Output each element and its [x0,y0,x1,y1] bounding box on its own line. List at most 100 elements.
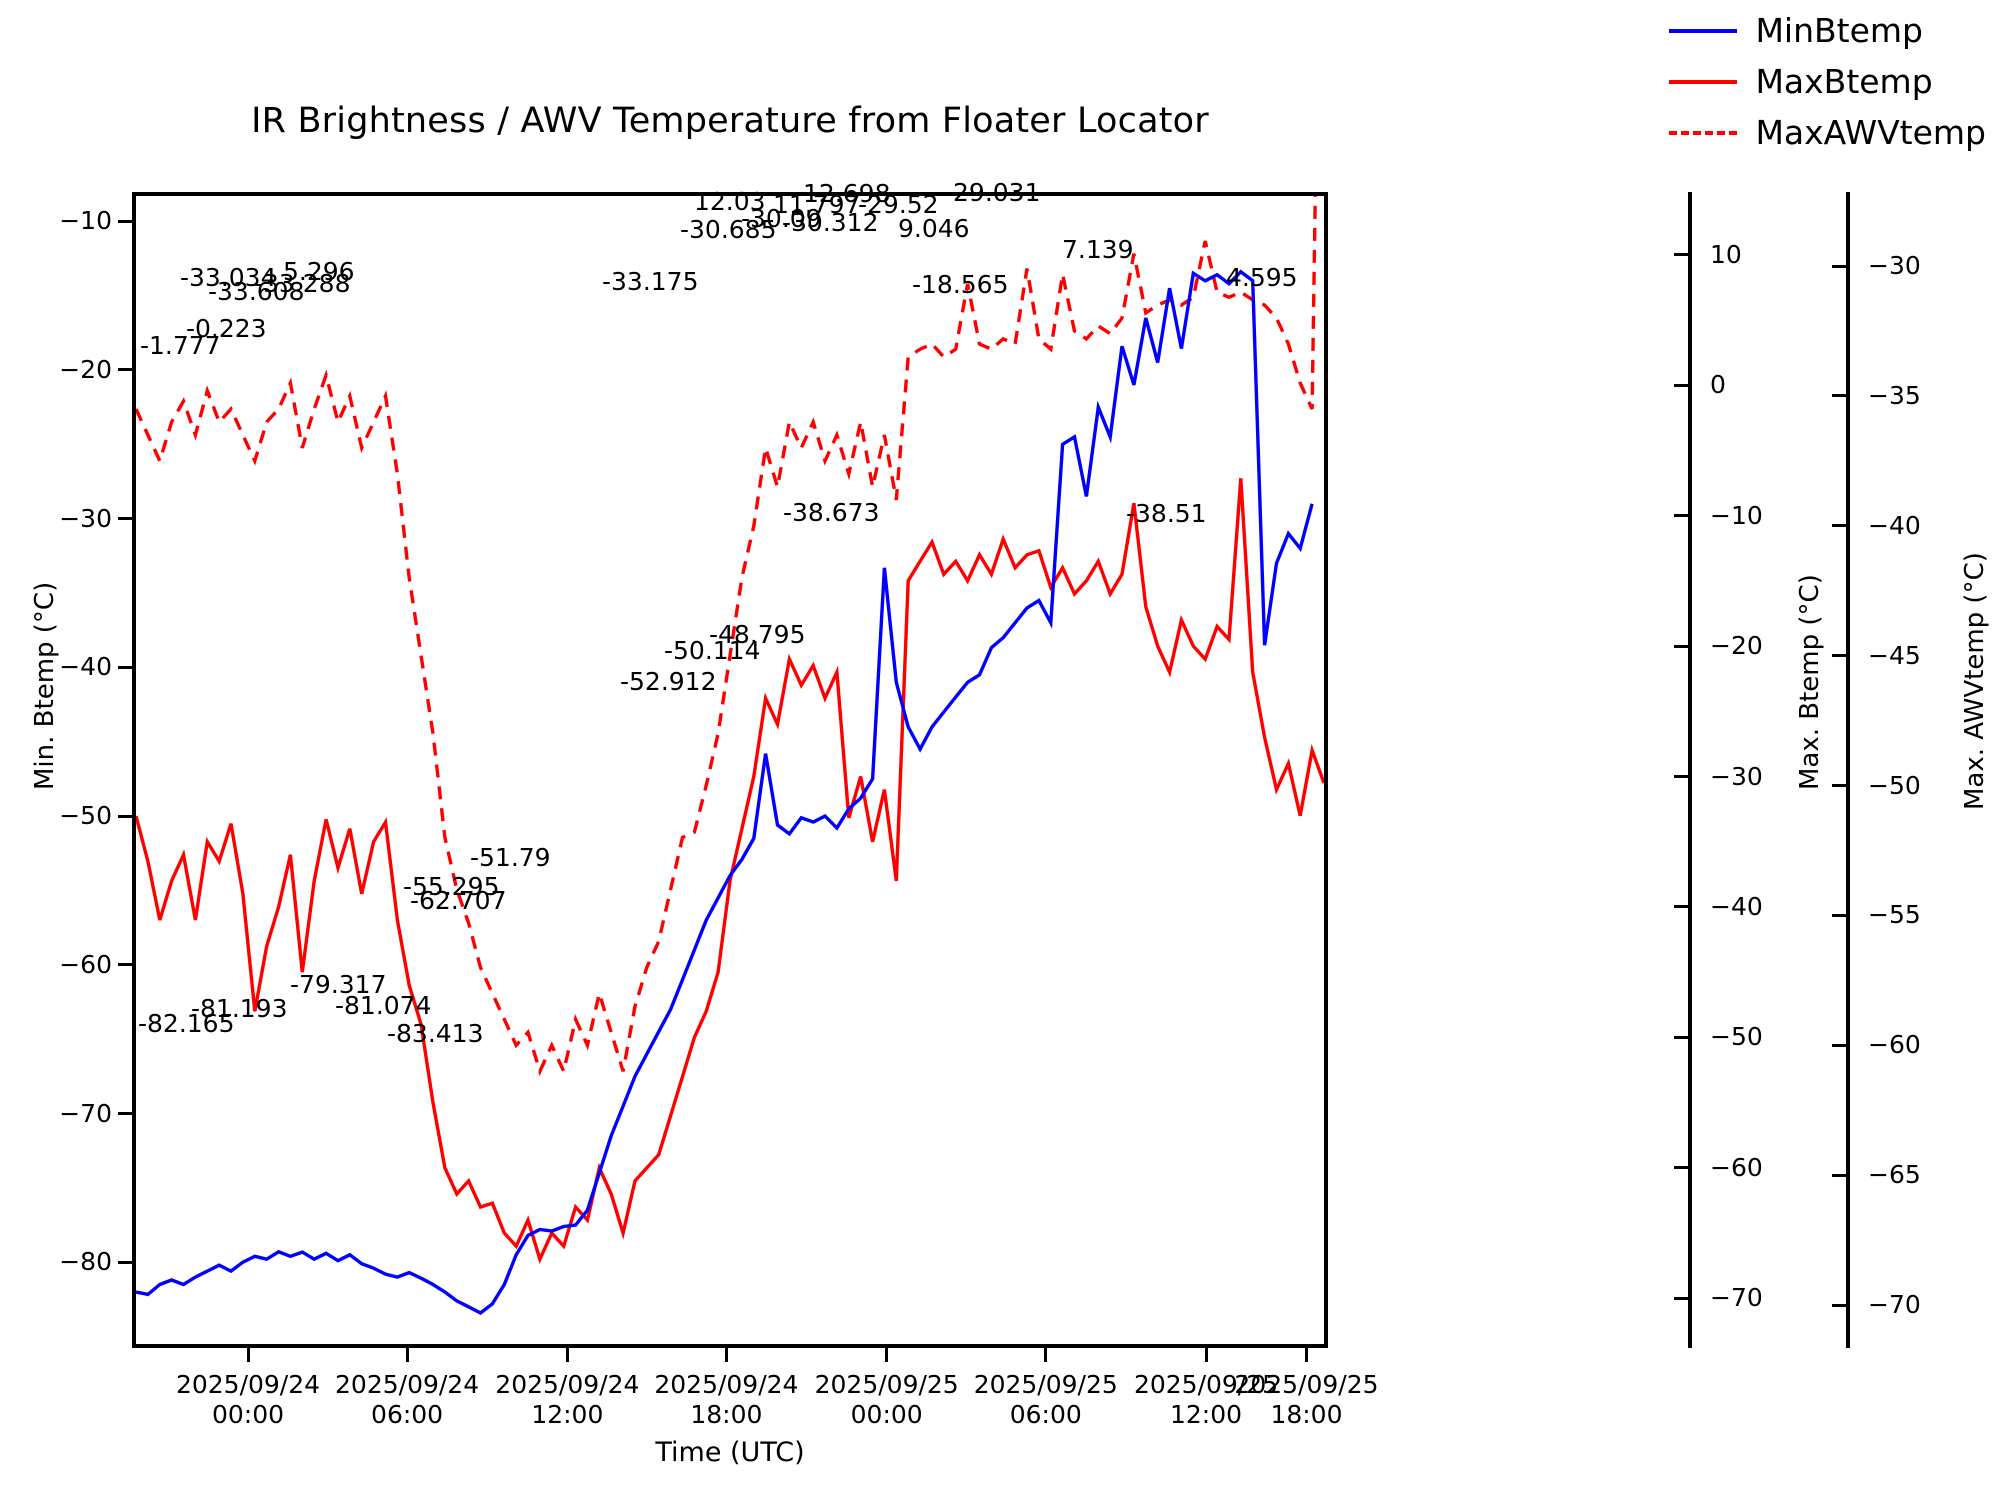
y-left-tick-label: −40 [59,652,112,682]
x-tick-label: 2025/09/24 00:00 [138,1370,358,1430]
data-point-annotation: 11.797 [773,190,861,219]
x-tickmark [885,1348,889,1362]
x-tick-time: 12:00 [531,1400,604,1429]
legend-label-minbtemp: MinBtemp [1755,11,1923,50]
y-left-tick-label: −50 [59,801,112,831]
y-left-tick-label: −80 [59,1247,112,1277]
y-right1-tick-label: 10 [1710,239,1742,269]
chart-legend: MinBtemp MaxBtemp MaxAWVtemp [1669,14,1986,149]
data-point-annotation: 12.03 [694,187,766,216]
y-right2-tickmark [1832,654,1846,658]
data-point-annotation: -62.707 [410,886,507,915]
series-maxbtemp-path [136,478,1324,1264]
y-left-tickmark [118,1112,132,1115]
legend-label-maxawvtemp: MaxAWVtemp [1755,113,1986,152]
data-point-annotation: -0.223 [186,314,267,343]
y-right2-tickmark [1832,784,1846,788]
series-canvas [136,196,1324,1316]
data-point-annotation: -38.51 [1126,499,1207,528]
y-right2-tickmark [1832,1303,1846,1307]
chart-title: IR Brightness / AWV Temperature from Flo… [251,101,1209,141]
data-point-annotation: -79.317 [290,970,387,999]
y-left-tickmark [118,814,132,818]
x-tick-time: 00:00 [211,1400,285,1429]
legend-item-maxbtemp[interactable]: MaxBtemp [1669,65,1986,98]
x-tick-date: 2025/09/24 [495,1370,640,1399]
legend-label-maxbtemp: MaxBtemp [1755,62,1933,101]
y-right2-tickmark [1832,394,1846,398]
y-left-tickmark [118,219,132,223]
y-right1-axis-title: Max. Btemp (°C) [1795,574,1825,790]
data-point-annotation: -55.295 [403,872,500,901]
y-left-tick-label: −60 [59,949,112,979]
x-tick-label: 2025/09/24 18:00 [616,1370,836,1430]
y-right1-tick-label: 0 [1710,370,1726,400]
data-point-annotation: -33.034 [180,263,277,292]
x-tickmark [565,1348,569,1362]
y-left-tick-label: −10 [59,206,112,236]
legend-swatch-minbtemp [1669,28,1738,33]
data-point-annotation: 9.046 [898,214,970,243]
x-tick-time: 06:00 [1009,1400,1082,1429]
y-left-axis-title: Min. Btemp (°C) [30,581,60,790]
data-point-annotation: -30.09 [741,204,822,233]
data-point-annotation: 12.698 [803,179,891,208]
data-point-annotation: -52.912 [620,667,717,696]
data-point-annotation: -29.031 [944,178,1041,207]
y-left-tickmark [118,1260,132,1264]
y-right2-tick-label: −45 [1868,640,1921,670]
y-right2-tickmark [1832,524,1846,528]
y-right2-tickmark [1832,913,1846,917]
y-left-tick-label: −20 [59,354,112,384]
data-point-annotation: -33.608 [208,277,305,306]
x-tick-time: 12:00 [1169,1400,1243,1429]
x-tick-time: 00:00 [850,1400,923,1429]
x-tick-label: 2025/09/25 18:00 [1196,1370,1416,1430]
plot-frame [132,192,1328,1348]
y-left-tickmark [118,665,132,669]
y-right1-tick-label: −70 [1710,1283,1763,1313]
data-point-annotation: -33.175 [602,267,699,296]
series-minbtemp-path [136,269,1314,1316]
legend-item-minbtemp[interactable]: MinBtemp [1669,14,1986,47]
y-right1-tickmark [1674,905,1688,909]
x-tick-date: 2025/09/25 [814,1370,959,1399]
series-maxawvtemp-path [136,196,1317,1077]
data-point-annotation: -18.565 [912,270,1009,299]
y-right2-tick-label: −55 [1868,900,1921,930]
x-tickmark [405,1348,409,1362]
y-right1-tickmark [1674,1296,1688,1300]
y-right2-tick-label: −35 [1868,380,1921,410]
data-point-annotation: -29.52 [858,190,939,219]
plot-area [136,196,1324,1344]
x-tick-label: 2025/09/24 06:00 [297,1370,517,1430]
y-right1-tickmark [1674,775,1688,779]
x-tick-label: 2025/09/25 00:00 [777,1370,997,1430]
y-right1-tick-label: −10 [1710,500,1763,530]
y-right2-tick-label: −40 [1868,510,1921,540]
y-right2-tickmark [1832,1043,1846,1047]
y-right1-tickmark [1674,253,1688,257]
data-point-annotation: -82.165 [138,1009,235,1038]
legend-item-maxawvtemp[interactable]: MaxAWVtemp [1669,116,1986,149]
y-right1-tick-label: −50 [1710,1022,1763,1052]
x-tick-date: 2025/09/24 [175,1370,321,1399]
x-tick-label: 2025/09/25 06:00 [936,1370,1156,1430]
x-tick-date: 2025/09/24 [335,1370,480,1399]
data-point-annotation: -50.114 [664,636,761,665]
legend-swatch-maxawvtemp [1669,130,1738,135]
y-right1-tickmark [1674,383,1688,387]
data-point-annotation: -51.79 [470,843,551,872]
y-right1-tick-label: −30 [1710,761,1763,791]
y-right2-spine [1846,192,1850,1348]
data-point-annotation: -33.288 [254,269,351,298]
y-right1-tickmark [1674,1035,1688,1039]
y-right2-tickmark [1832,264,1846,268]
y-right2-tick-label: −65 [1868,1160,1921,1190]
y-right1-tick-label: −40 [1710,891,1763,921]
y-right2-tick-label: −70 [1868,1290,1921,1320]
x-tick-time: 18:00 [1270,1400,1343,1429]
x-tickmark [1204,1348,1208,1362]
data-point-annotation: 7.139 [1062,235,1134,264]
